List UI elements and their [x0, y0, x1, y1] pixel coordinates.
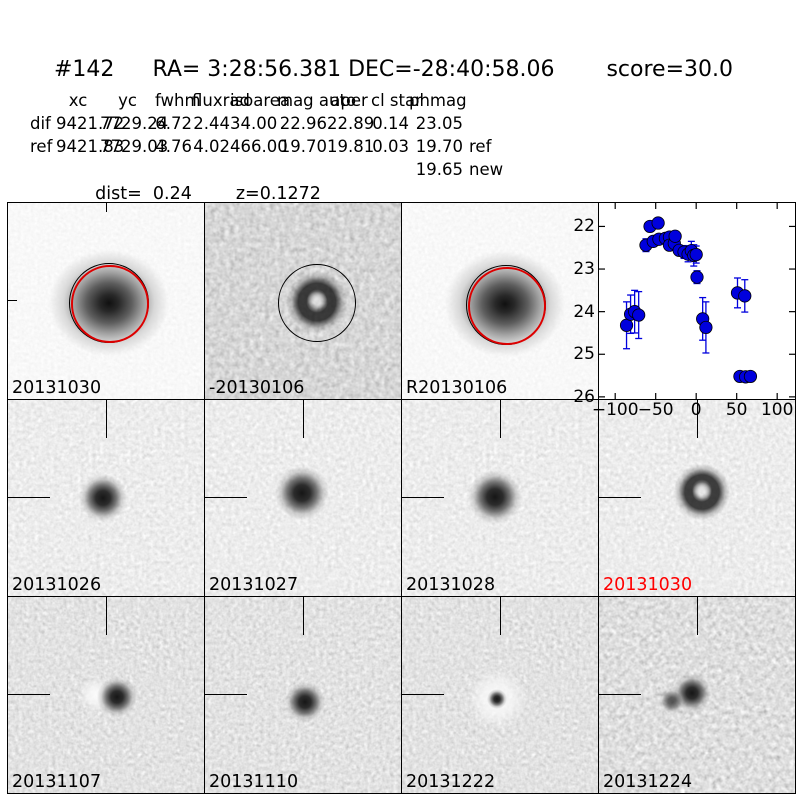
dist-value: dist= 0.24 — [95, 184, 192, 204]
crosshair-tick-left — [205, 694, 247, 696]
col-header-fwhm: fwhm — [155, 91, 201, 110]
data-point — [743, 369, 758, 384]
stamp-grid: 20131030 -20130106 R20130106 −100 −50 0 50 1… — [7, 202, 796, 794]
y-tick-label: 26 — [573, 386, 595, 407]
measurement-table: xc yc fwhm fluxrad isoarea mag auto aper… — [30, 89, 515, 181]
source-blob — [94, 677, 140, 717]
stamp-panel-20131224: 20131224 — [598, 596, 795, 793]
table-row-extra-phmag: 19.65 new — [30, 158, 515, 181]
col-header-cl-star: cl star — [371, 91, 422, 110]
col-header-xc: xc — [68, 91, 88, 110]
crosshair-tick-top — [106, 597, 108, 635]
table-row-ref: ref 9421.83 7729.03 4.76 4.02 466.00 19.… — [30, 137, 492, 156]
data-point — [668, 229, 682, 243]
crosshair-tick-top — [697, 597, 699, 635]
data-point — [738, 289, 752, 303]
stamp-panel-ref-R20130106: R20130106 — [401, 202, 598, 399]
x-tick-label: −50 — [637, 400, 674, 420]
y-tick-label: 22 — [573, 216, 595, 237]
data-point — [632, 308, 646, 322]
crosshair-tick-top — [303, 400, 305, 438]
stamp-panel-20131027: 20131027 — [204, 399, 401, 596]
stamp-panel-20131110: 20131110 — [204, 596, 401, 793]
stamp-date-label: 20131222 — [406, 772, 496, 792]
crosshair-tick-left — [8, 300, 17, 302]
aperture-circle-black — [278, 264, 356, 342]
data-point — [651, 216, 665, 230]
row-label: dif — [30, 114, 51, 133]
stamp-panel-20131222: 20131222 — [401, 596, 598, 793]
row-label: ref — [30, 137, 53, 156]
data-point — [619, 318, 634, 332]
crosshair-tick-top — [106, 400, 108, 438]
stamp-panel-20131107: 20131107 — [7, 596, 204, 793]
col-header-isoarea: isoarea — [230, 91, 291, 110]
crosshair-tick-top — [500, 597, 502, 635]
extra-phmag-suffix: new — [469, 160, 504, 179]
crosshair-tick-left — [402, 694, 444, 696]
dist-z-line: dist= 0.24 z=0.1272 — [84, 164, 321, 204]
candidate-id: #142 — [54, 57, 115, 82]
stamp-date-label: 20131110 — [209, 772, 299, 792]
aperture-circle-red — [468, 267, 546, 345]
candidate-header: #142 RA= 3:28:56.381 DEC=-28:40:58.06 scor… — [40, 32, 733, 82]
data-point — [690, 270, 704, 284]
crosshair-tick-left — [8, 694, 50, 696]
source-blob — [77, 474, 129, 522]
y-tick-label: 25 — [573, 344, 595, 365]
crosshair-tick-left — [8, 497, 50, 499]
light-curve-canvas — [599, 203, 795, 399]
stamp-panel-20131026: 20131026 — [7, 399, 204, 596]
col-header-yc: yc — [118, 91, 137, 110]
crosshair-tick-left — [599, 497, 641, 499]
crosshair-tick-left — [402, 497, 444, 499]
crosshair-tick-top — [697, 400, 699, 438]
x-tick-label: 0 — [690, 400, 702, 420]
col-header-fluxrad: fluxrad — [192, 91, 250, 110]
x-tick-label: 100 — [760, 400, 794, 420]
table-header-row: xc yc fwhm fluxrad isoarea mag auto aper… — [30, 89, 515, 112]
crosshair-tick-left — [205, 497, 247, 499]
crosshair-tick-top — [303, 597, 305, 635]
stamp-date-label: R20130106 — [406, 378, 508, 398]
y-tick-label: 23 — [573, 259, 595, 280]
source-blob — [487, 689, 507, 709]
col-header-phmag: phmag — [409, 91, 467, 110]
crosshair-tick-top — [106, 203, 108, 212]
stamp-date-label: 20131030 — [603, 575, 693, 595]
source-blob — [468, 470, 522, 524]
stamp-panel-20131030-current: 20131030 — [598, 399, 795, 596]
stamp-date-label: 20131026 — [12, 575, 102, 595]
candidate-score: score=30.0 — [606, 57, 734, 82]
stamp-date-label: 20131028 — [406, 575, 496, 595]
table-row-dif: dif 9421.72 7729.24 6.72 2.44 34.00 22.9… — [30, 114, 463, 133]
source-blob — [284, 682, 326, 722]
col-header-aper: aper — [330, 91, 368, 110]
stamp-date-label: 20131224 — [603, 772, 693, 792]
data-point — [699, 320, 713, 335]
stamp-date-label: 20131030 — [12, 378, 102, 398]
x-tick-label: −100 — [591, 400, 639, 420]
stamp-date-label: 20131107 — [12, 772, 102, 792]
stamp-panel-20131028: 20131028 — [401, 399, 598, 596]
stamp-panel-diff--20130106: -20130106 — [204, 202, 401, 399]
crosshair-tick-top — [500, 400, 502, 438]
stamp-panel-new-20131030: 20131030 — [7, 202, 204, 399]
aperture-circle-red — [71, 265, 149, 343]
candidate-coordinates: RA= 3:28:56.381 DEC=-28:40:58.06 — [152, 57, 555, 82]
y-tick-label: 24 — [573, 301, 595, 322]
source-blob-secondary — [655, 688, 689, 714]
source-blob — [273, 466, 331, 520]
extra-phmag-value: 19.65 — [415, 160, 463, 179]
x-tick-label: 50 — [725, 400, 748, 420]
data-point — [689, 247, 703, 262]
residual-blob — [669, 459, 735, 525]
crosshair-tick-left — [599, 694, 641, 696]
col-header-mag-auto: mag auto — [277, 91, 357, 110]
stamp-date-label: -20130106 — [209, 378, 305, 398]
redshift-value: z=0.1272 — [235, 184, 321, 204]
light-curve-plot: −100 −50 0 50 100 22 23 24 25 26 — [573, 202, 795, 420]
stamp-date-label: 20131027 — [209, 575, 299, 595]
